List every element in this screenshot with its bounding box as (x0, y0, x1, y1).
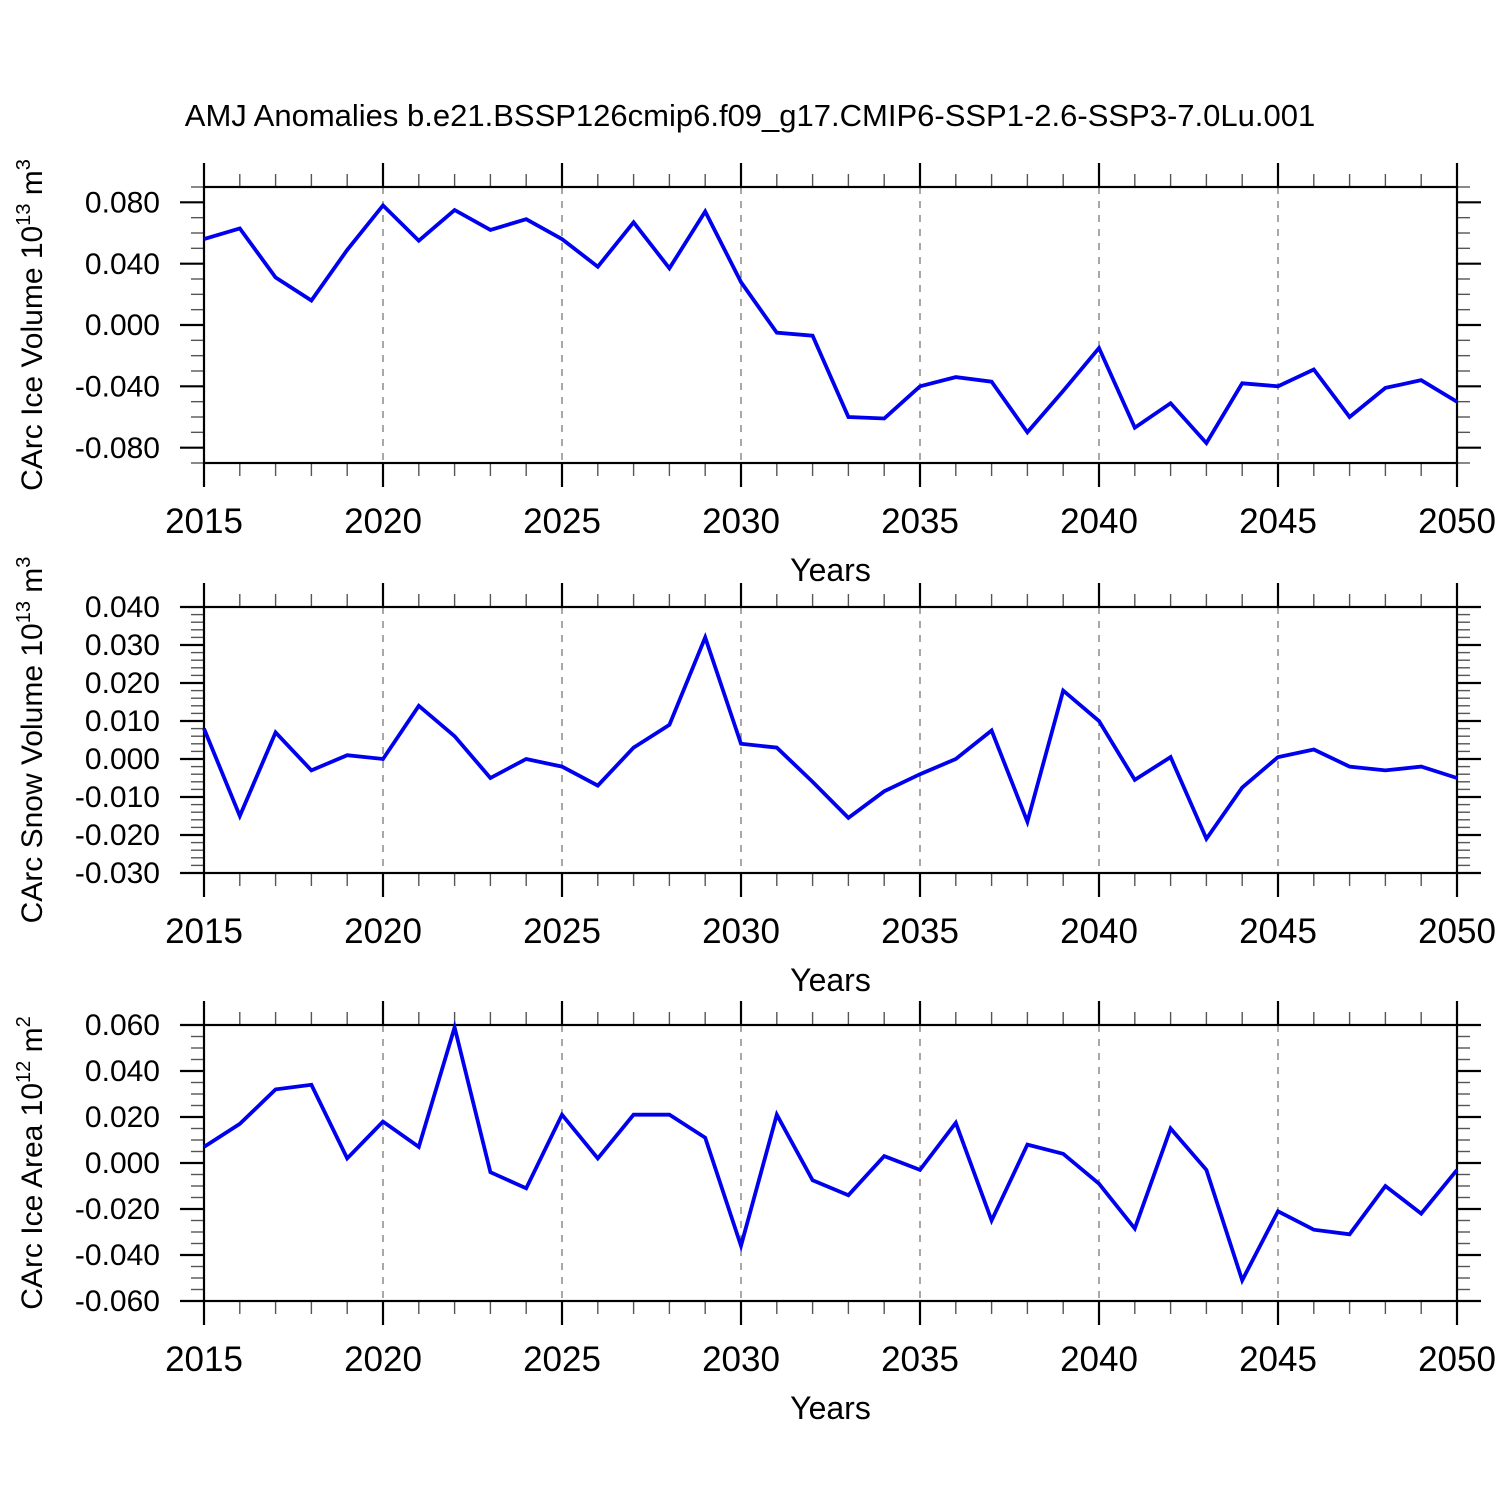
x-tick-label: 2015 (165, 912, 243, 951)
y-axis-title-carc-snow-volume: CArc Snow Volume 1013 m3 (13, 557, 49, 924)
x-tick-label: 2050 (1418, 1340, 1496, 1379)
y-tick-label: 0.040 (85, 248, 160, 281)
y-tick-label: 0.080 (85, 187, 160, 220)
x-tick-label: 2030 (702, 1340, 780, 1379)
y-tick-label: -0.010 (75, 781, 160, 814)
y-tick-label: -0.060 (75, 1285, 160, 1318)
y-tick-label: -0.040 (75, 1239, 160, 1272)
x-tick-label: 2045 (1239, 1340, 1317, 1379)
x-tick-label: 2025 (523, 1340, 601, 1379)
x-tick-label: 2025 (523, 912, 601, 951)
x-tick-label: 2020 (344, 912, 422, 951)
y-tick-label: -0.030 (75, 857, 160, 890)
x-tick-label: 2040 (1060, 912, 1138, 951)
x-tick-label: 2020 (344, 502, 422, 541)
y-tick-label: 0.000 (85, 743, 160, 776)
panel-carc-ice-area: 0.0600.0400.0200.000-0.020-0.040-0.06020… (13, 1001, 1496, 1426)
y-tick-label: 0.040 (85, 591, 160, 624)
x-tick-label: 2025 (523, 502, 601, 541)
x-tick-label: 2035 (881, 502, 959, 541)
y-tick-label: -0.040 (75, 371, 160, 404)
x-tick-label: 2050 (1418, 912, 1496, 951)
x-axis-title: Years (790, 552, 871, 588)
y-tick-label: 0.030 (85, 629, 160, 662)
y-axis-title-carc-ice-area: CArc Ice Area 1012 m2 (13, 1016, 49, 1309)
y-tick-label: 0.010 (85, 705, 160, 738)
series-line-carc-ice-area (202, 1020, 1459, 1286)
y-tick-label: 0.020 (85, 667, 160, 700)
x-tick-label: 2035 (881, 1340, 959, 1379)
x-tick-label: 2030 (702, 502, 780, 541)
y-tick-label: 0.000 (85, 1147, 160, 1180)
x-tick-label: 2045 (1239, 502, 1317, 541)
x-tick-label: 2015 (165, 502, 243, 541)
x-axis-title: Years (790, 1390, 871, 1426)
y-tick-label: 0.060 (85, 1009, 160, 1042)
y-tick-label: 0.000 (85, 309, 160, 342)
y-tick-label: 0.040 (85, 1055, 160, 1088)
axis-border-carc-snow-volume (202, 605, 1459, 875)
x-tick-label: 2040 (1060, 502, 1138, 541)
x-tick-label: 2050 (1418, 502, 1496, 541)
x-tick-label: 2020 (344, 1340, 422, 1379)
y-tick-label: -0.080 (75, 432, 160, 465)
x-tick-label: 2040 (1060, 1340, 1138, 1379)
panel-carc-snow-volume: 0.040 0.030 0.020 0.010 0.000 -0.010 -0.020 -0.… (13, 557, 1496, 998)
series-line-carc-snow-volume (202, 631, 1458, 843)
series-line-carc-ice-volume (203, 202, 1458, 447)
y-tick-label: -0.020 (75, 819, 160, 852)
x-tick-label: 2045 (1239, 912, 1317, 951)
x-axis-title: Years (790, 962, 871, 998)
y-tick-label: -0.020 (75, 1193, 160, 1226)
panel-carc-ice-volume: 0.080 0.040 0.000 -0.040 -0.080 2015 2020 2025 2… (13, 159, 1496, 588)
x-tick-label: 2035 (881, 912, 959, 951)
x-tick-label: 2030 (702, 912, 780, 951)
chart-title: AMJ Anomalies b.e21.BSSP126cmip6.f09_g17… (184, 98, 1316, 133)
y-tick-label: 0.020 (85, 1101, 160, 1134)
axis-border-carc-ice-volume (202, 185, 1459, 465)
x-tick-label: 2015 (165, 1340, 243, 1379)
y-axis-title-carc-ice-volume: CArc Ice Volume 1013 m3 (13, 159, 49, 491)
axis-border-carc-ice-area (202, 1023, 1459, 1303)
